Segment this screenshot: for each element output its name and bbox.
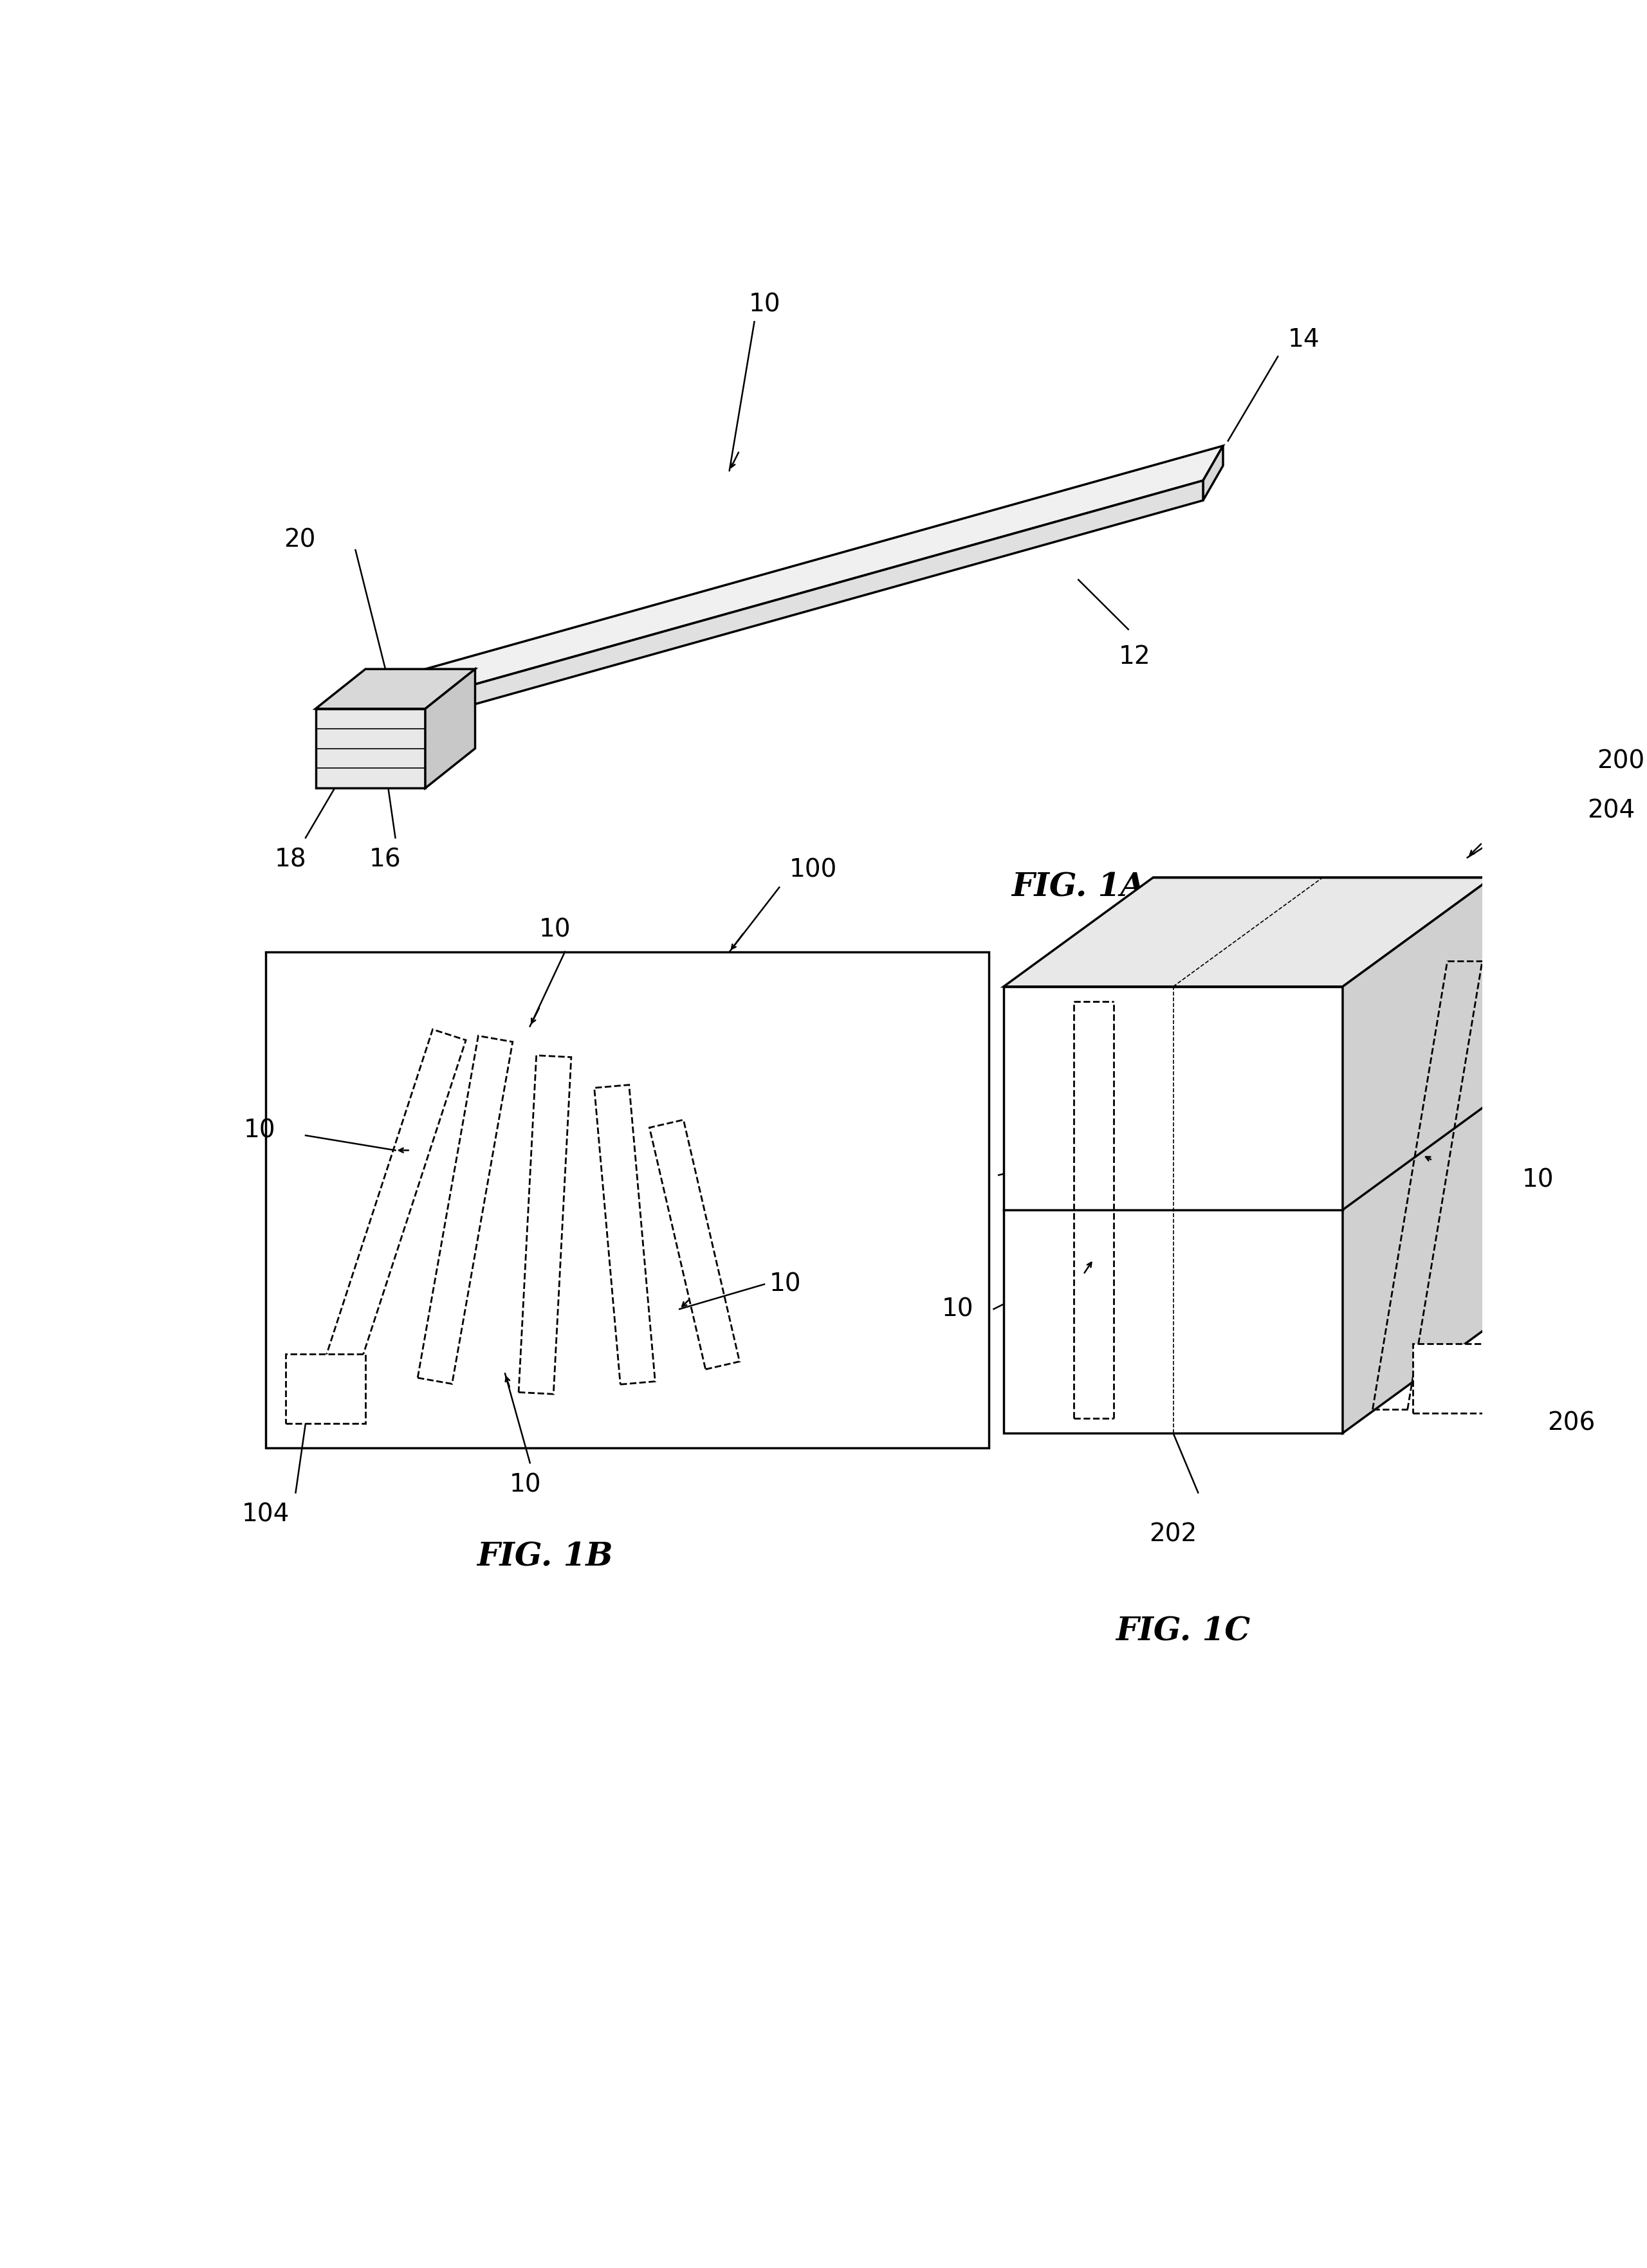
Bar	[1413, 1343, 1492, 1413]
Text: 100: 100	[789, 857, 837, 882]
Polygon shape	[316, 708, 425, 787]
Text: 10: 10	[748, 293, 781, 318]
Polygon shape	[405, 447, 1224, 703]
Text: 10: 10	[1522, 1168, 1555, 1193]
Bar	[285, 1354, 366, 1424]
Text: 204: 204	[1588, 798, 1635, 823]
Text: 18: 18	[275, 848, 306, 873]
Polygon shape	[1202, 447, 1224, 501]
Text: 10: 10	[509, 1472, 540, 1497]
Polygon shape	[1003, 987, 1342, 1433]
Text: 20: 20	[283, 528, 316, 553]
Text: 102: 102	[1103, 1134, 1151, 1157]
Polygon shape	[405, 481, 1202, 723]
Bar	[265, 953, 988, 1447]
Text: 12: 12	[1118, 644, 1150, 669]
Text: 202: 202	[1150, 1522, 1197, 1547]
Text: FIG. 1B: FIG. 1B	[478, 1542, 613, 1574]
Text: 10: 10	[539, 919, 572, 941]
Text: 206: 206	[1547, 1411, 1594, 1436]
Text: FIG. 1A: FIG. 1A	[1011, 871, 1145, 903]
Text: 200: 200	[1598, 748, 1645, 773]
Polygon shape	[316, 669, 474, 708]
Polygon shape	[425, 669, 474, 787]
Polygon shape	[1342, 878, 1492, 1433]
Text: 14: 14	[1288, 327, 1319, 352]
Polygon shape	[1003, 878, 1492, 987]
Text: 16: 16	[369, 848, 402, 873]
Text: FIG. 1C: FIG. 1C	[1117, 1615, 1250, 1647]
Text: 10: 10	[244, 1118, 275, 1143]
Text: 104: 104	[242, 1504, 290, 1526]
Text: 10: 10	[769, 1272, 800, 1297]
Text: 10: 10	[942, 1297, 973, 1322]
